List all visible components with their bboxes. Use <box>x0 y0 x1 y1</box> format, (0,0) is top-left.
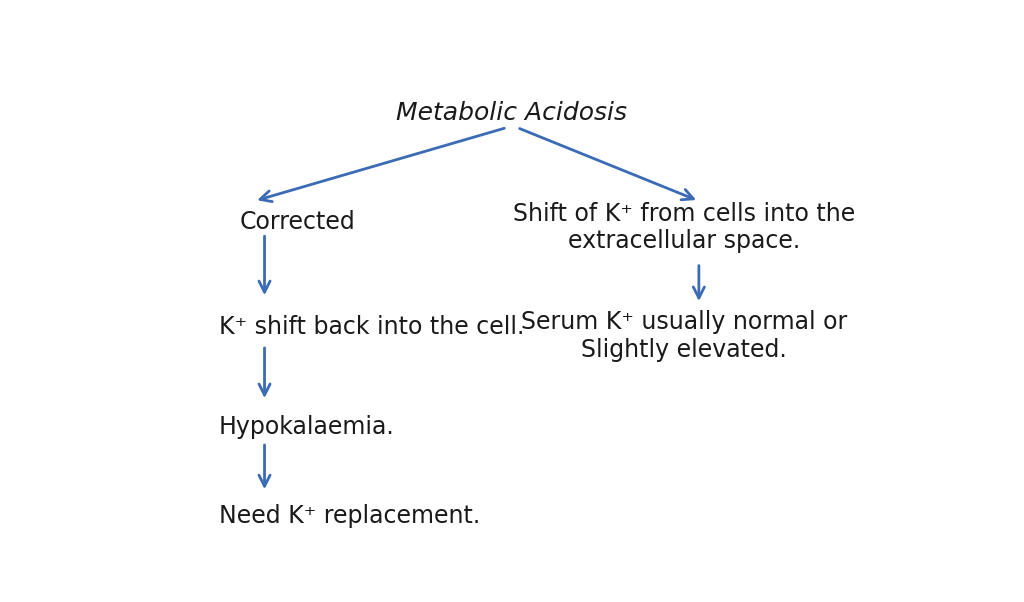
Text: Need K⁺ replacement.: Need K⁺ replacement. <box>219 504 480 528</box>
Text: Corrected: Corrected <box>240 209 355 234</box>
Text: Metabolic Acidosis: Metabolic Acidosis <box>396 101 628 125</box>
Text: Shift of K⁺ from cells into the
extracellular space.: Shift of K⁺ from cells into the extracel… <box>513 202 855 253</box>
Text: Serum K⁺ usually normal or
Slightly elevated.: Serum K⁺ usually normal or Slightly elev… <box>520 311 847 362</box>
Text: K⁺ shift back into the cell.: K⁺ shift back into the cell. <box>219 315 524 340</box>
Text: Hypokalaemia.: Hypokalaemia. <box>219 415 395 439</box>
